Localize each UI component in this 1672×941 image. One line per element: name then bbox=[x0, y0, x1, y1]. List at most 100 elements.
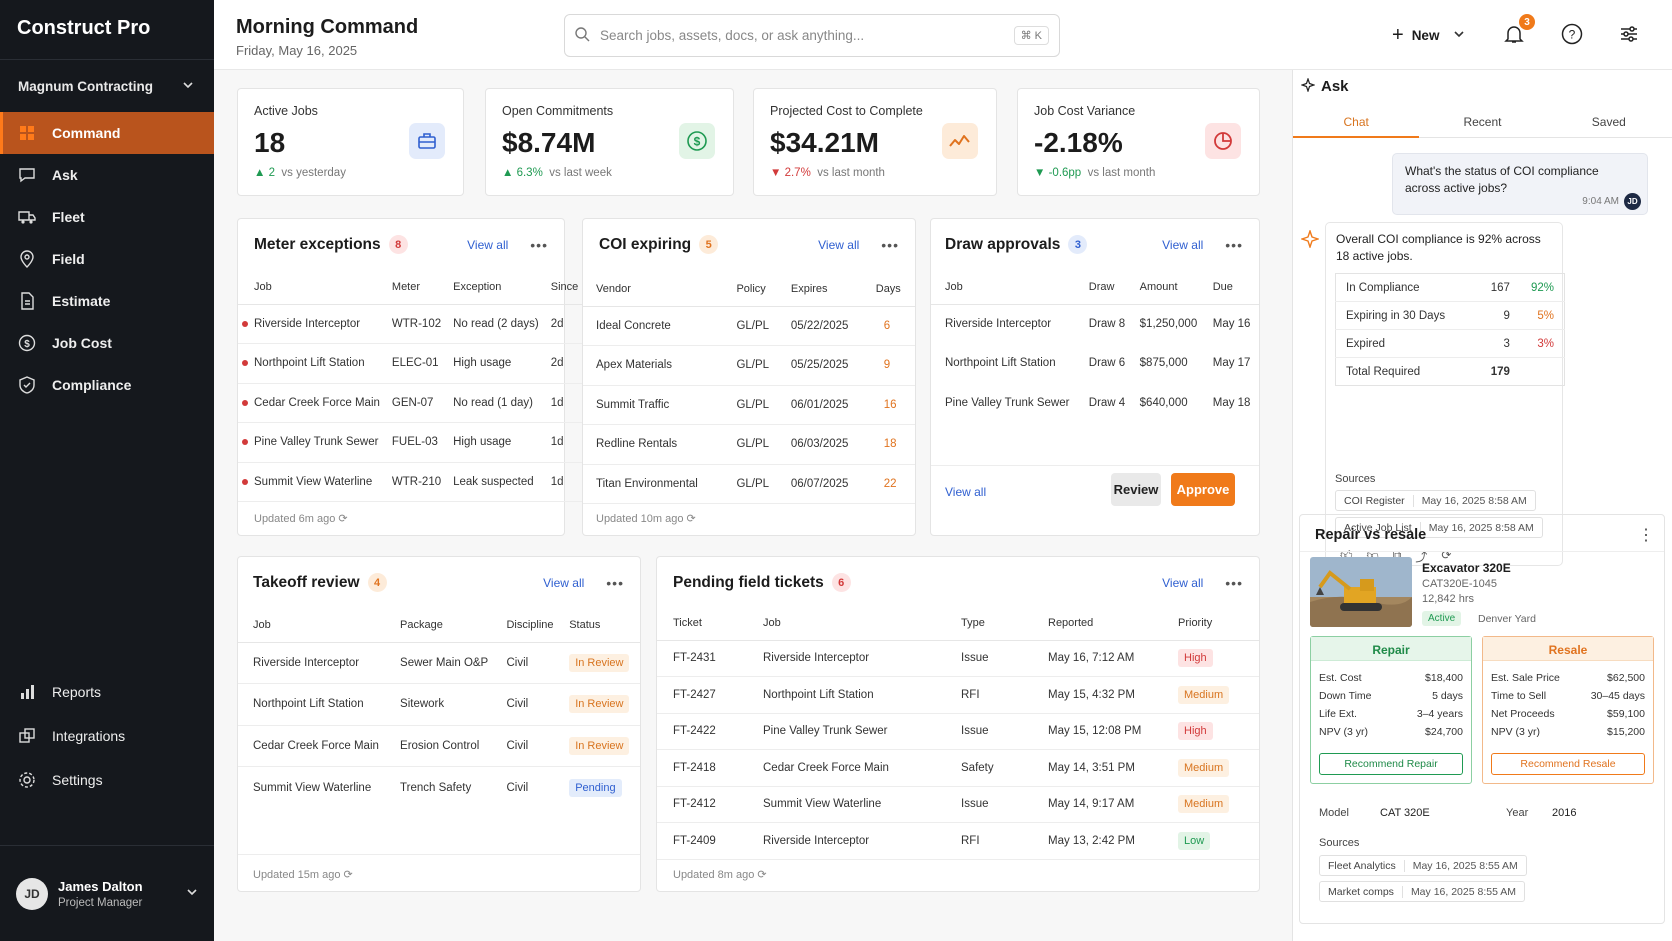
table-cell: FT-2418 bbox=[657, 749, 757, 787]
table-row[interactable]: Titan Environmental GL/PL 06/07/2025 22 bbox=[583, 464, 915, 504]
kpi-projected-cost[interactable]: Projected Cost to Complete $34.21M ▼ 2.7… bbox=[753, 88, 997, 196]
table-row: In Compliance 167 92% bbox=[1335, 273, 1565, 302]
status-badge: Pending bbox=[569, 778, 622, 797]
table-row[interactable]: Riverside Interceptor Sewer Main O&P Civil… bbox=[238, 642, 640, 684]
compliance-table: In Compliance 167 92% Expiring in 30 Days 9… bbox=[1335, 273, 1565, 386]
table-row[interactable]: FT-2427 Northpoint Lift Station RFI May 15,… bbox=[657, 676, 1259, 714]
notifications-button[interactable]: 3 bbox=[1501, 14, 1535, 48]
table-row[interactable]: Apex Materials GL/PL 05/25/2025 9 bbox=[583, 345, 915, 386]
table-row[interactable]: Pine Valley Trunk Sewer Draw 4 $640,000 May… bbox=[931, 383, 1259, 423]
table-cell: 30–45 days bbox=[1590, 690, 1645, 702]
source-chip[interactable]: Active Job List May 16, 2025 8:58 AM bbox=[1335, 517, 1543, 538]
more-icon[interactable]: ••• bbox=[1225, 574, 1243, 591]
nav-label: Compliance bbox=[52, 377, 132, 393]
table-row[interactable]: Riverside Interceptor WTR-102 No read (2 d… bbox=[238, 304, 585, 344]
help-button[interactable]: ? bbox=[1559, 22, 1585, 48]
table-row[interactable]: Summit View Waterline WTR-210 Leak suspect… bbox=[238, 462, 585, 502]
table-cell: WTR-210 bbox=[385, 462, 448, 502]
dollar-icon: $ bbox=[18, 334, 36, 352]
table-cell: Trench Safety bbox=[400, 781, 472, 794]
column-header: Exception bbox=[447, 271, 545, 305]
table-row[interactable]: Summit View Waterline Trench Safety Civil P… bbox=[238, 767, 640, 809]
table-cell: GL/PL bbox=[730, 345, 785, 386]
nav-item-integrations[interactable]: Integrations bbox=[0, 714, 214, 758]
table-row[interactable]: Redline Rentals GL/PL 06/03/2025 18 bbox=[583, 424, 915, 465]
regenerate-icon[interactable]: ⟳ bbox=[1441, 548, 1452, 562]
review-button[interactable]: Review bbox=[1111, 473, 1161, 506]
view-all-link[interactable]: View all bbox=[543, 575, 585, 590]
nav-item-field[interactable]: Field bbox=[0, 238, 214, 280]
table-row[interactable]: FT-2409 Riverside Interceptor RFI May 13, 2… bbox=[657, 822, 1259, 860]
column-header: Priority bbox=[1172, 607, 1259, 641]
view-all-link[interactable]: View all bbox=[1162, 237, 1204, 252]
priority-badge: Medium bbox=[1178, 685, 1230, 704]
nav-item-fleet[interactable]: Fleet bbox=[0, 196, 214, 238]
table-cell: No read (1 day) bbox=[447, 383, 545, 423]
refresh-icon[interactable]: ⟳ bbox=[338, 513, 348, 525]
refresh-icon[interactable]: ⟳ bbox=[757, 869, 767, 881]
nav-item-settings[interactable]: Settings bbox=[0, 758, 214, 802]
share-icon[interactable]: ⤴ bbox=[1415, 550, 1428, 564]
new-button[interactable]: + New bbox=[1392, 24, 1465, 47]
view-all-link[interactable]: View all bbox=[467, 237, 509, 252]
refresh-icon[interactable]: ⟳ bbox=[343, 869, 353, 881]
kpi-note: vs last month bbox=[817, 167, 885, 179]
svg-text:$: $ bbox=[694, 135, 701, 149]
table-row[interactable]: Summit Traffic GL/PL 06/01/2025 16 bbox=[583, 385, 915, 425]
nav-item-ask[interactable]: Ask bbox=[0, 154, 214, 196]
table-row[interactable]: Riverside Interceptor Draw 8 $1,250,000 May… bbox=[931, 304, 1259, 344]
nav-item-command[interactable]: Command bbox=[0, 112, 214, 154]
more-icon[interactable]: ••• bbox=[530, 236, 548, 253]
more-icon[interactable]: ••• bbox=[881, 236, 899, 253]
kpi-open-commitments[interactable]: Open Commitments $8.74M ▲ 6.3% vs last w… bbox=[485, 88, 734, 196]
tab-saved[interactable]: Saved bbox=[1591, 115, 1626, 129]
view-all-link[interactable]: View all bbox=[945, 485, 987, 499]
ask-header: Ask bbox=[1300, 77, 1349, 95]
table-cell: Cedar Creek Force Main bbox=[254, 396, 380, 409]
column-header: Job bbox=[757, 607, 955, 641]
nav-item-reports[interactable]: Reports bbox=[0, 670, 214, 714]
table-row[interactable]: FT-2422 Pine Valley Trunk Sewer Issue May 1… bbox=[657, 713, 1259, 750]
avatar: JD bbox=[1624, 193, 1641, 210]
nav-item-estimate[interactable]: Estimate bbox=[0, 280, 214, 322]
table-row[interactable]: Ideal Concrete GL/PL 05/22/2025 6 bbox=[583, 306, 915, 346]
company-switcher[interactable]: Magnum Contracting bbox=[0, 60, 214, 114]
tab-recent[interactable]: Recent bbox=[1463, 115, 1502, 129]
table-row[interactable]: FT-2431 Riverside Interceptor Issue May 16,… bbox=[657, 640, 1259, 677]
table-cell: 5 days bbox=[1432, 690, 1463, 702]
source-chip[interactable]: COI Register May 16, 2025 8:58 AM bbox=[1335, 490, 1536, 511]
table-cell: High usage bbox=[447, 343, 545, 384]
user-menu[interactable]: JD James Dalton Project Manager bbox=[0, 845, 214, 941]
recommend-repair-button[interactable]: Recommend Repair bbox=[1319, 753, 1463, 775]
table-row[interactable]: Northpoint Lift Station ELEC-01 High usage… bbox=[238, 343, 585, 384]
nav-item-compliance[interactable]: Compliance bbox=[0, 364, 214, 406]
table-row[interactable]: Northpoint Lift Station Sitework Civil In R… bbox=[238, 683, 640, 726]
source-chip[interactable]: Fleet Analytics May 16, 2025 8:55 AM bbox=[1319, 855, 1527, 876]
table-cell: NPV (3 yr) bbox=[1319, 726, 1369, 738]
view-all-link[interactable]: View all bbox=[818, 237, 860, 252]
page-title: Morning Command bbox=[236, 16, 419, 38]
table-row[interactable]: Pine Valley Trunk Sewer FUEL-03 High usage… bbox=[238, 422, 585, 463]
table-row[interactable]: Cedar Creek Force Main Erosion Control Civ… bbox=[238, 725, 640, 767]
refresh-icon[interactable]: ⟳ bbox=[686, 513, 696, 525]
kpi-active-jobs[interactable]: Active Jobs 18 ▲ 2 vs yesterday bbox=[237, 88, 464, 196]
kebab-menu-icon[interactable]: ⋮ bbox=[1638, 527, 1654, 544]
view-all-link[interactable]: View all bbox=[1162, 575, 1204, 590]
table-cell: Summit View Waterline bbox=[253, 781, 372, 794]
table-row[interactable]: Northpoint Lift Station Draw 6 $875,000 May… bbox=[931, 344, 1259, 384]
table-row[interactable]: FT-2418 Cedar Creek Force Main Safety May 1… bbox=[657, 749, 1259, 787]
recommend-resale-button[interactable]: Recommend Resale bbox=[1491, 753, 1645, 775]
more-icon[interactable]: ••• bbox=[606, 574, 624, 591]
more-icon[interactable]: ••• bbox=[1225, 236, 1243, 253]
status-dot bbox=[242, 399, 248, 406]
search-input[interactable]: Search jobs, assets, docs, or ask anythi… bbox=[564, 14, 1060, 57]
nav-item-job-cost[interactable]: $ Job Cost bbox=[0, 322, 214, 364]
copy-icon[interactable]: ⧉ bbox=[1392, 548, 1402, 562]
kpi-job-cost-variance[interactable]: Job Cost Variance -2.18% ▼ -0.6pp vs las… bbox=[1017, 88, 1260, 196]
tab-chat[interactable]: Chat bbox=[1293, 106, 1420, 138]
filters-button[interactable] bbox=[1616, 22, 1642, 48]
source-chip[interactable]: Market comps May 16, 2025 8:55 AM bbox=[1319, 881, 1526, 902]
table-row[interactable]: Cedar Creek Force Main GEN-07 No read (1 d… bbox=[238, 383, 585, 423]
table-row[interactable]: FT-2412 Summit View Waterline Issue May 14,… bbox=[657, 786, 1259, 823]
approve-button[interactable]: Approve bbox=[1171, 473, 1235, 506]
